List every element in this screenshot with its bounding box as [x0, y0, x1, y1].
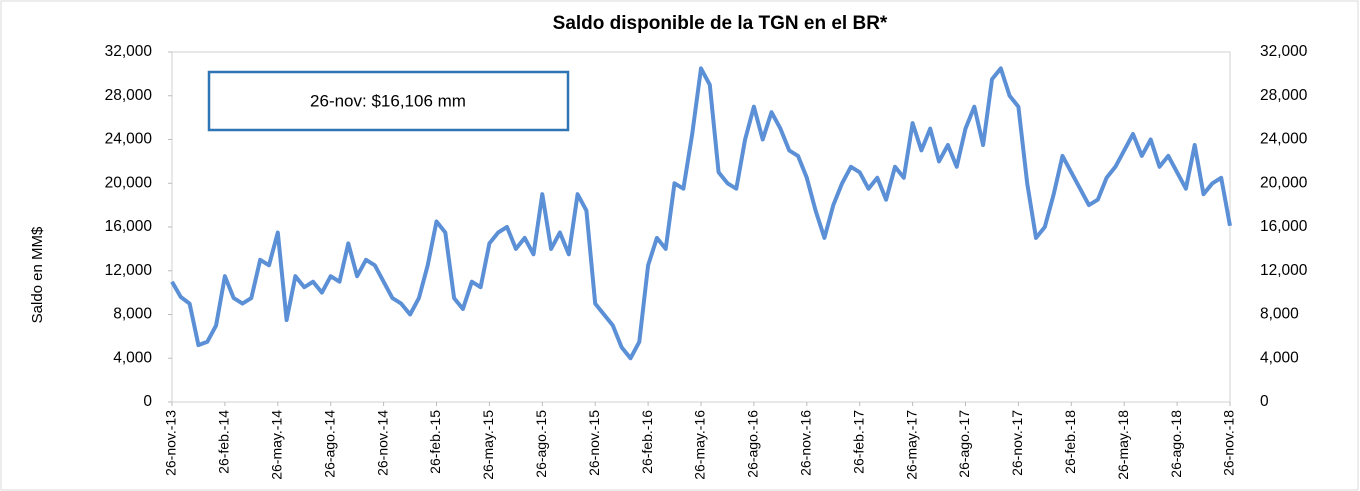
x-tick-label: 26-may.-16	[692, 410, 708, 480]
x-tick-label: 26-ago.-16	[745, 410, 761, 478]
x-tick-label: 26-ago.-18	[1168, 410, 1184, 478]
x-tick-label: 26-feb.-18	[1062, 410, 1078, 474]
x-tick-label: 26-nov.-15	[586, 410, 602, 476]
x-tick-label: 26-ago.-17	[956, 410, 972, 478]
x-tick-label: 26-nov.-14	[374, 410, 390, 476]
x-tick-label: 26-nov.-17	[1009, 410, 1025, 476]
x-tick-label: 26-feb.-14	[216, 410, 232, 474]
chart-title: Saldo disponible de la TGN en el BR*	[553, 13, 888, 34]
y2-tick-label: 32,000	[1260, 43, 1308, 60]
y-tick-label: 20,000	[105, 174, 153, 191]
y-tick-label: 8,000	[113, 306, 152, 323]
x-tick-label: 26-nov.-18	[1221, 410, 1237, 476]
y2-tick-label: 16,000	[1260, 218, 1308, 235]
y-tick-label: 24,000	[105, 131, 153, 148]
y2-tick-label: 0	[1260, 393, 1269, 410]
y-tick-label: 0	[143, 393, 152, 410]
y-tick-label: 32,000	[105, 43, 153, 60]
y2-tick-label: 8,000	[1260, 306, 1299, 323]
y-tick-label: 4,000	[113, 349, 152, 366]
x-tick-label: 26-ago.-14	[321, 410, 337, 478]
x-tick-label: 26-nov.-13	[163, 410, 179, 476]
y2-tick-label: 20,000	[1260, 174, 1308, 191]
y-axis-title: Saldo en MM$	[29, 226, 46, 323]
y2-tick-label: 28,000	[1260, 87, 1308, 104]
x-tick-label: 26-may.-15	[480, 410, 496, 480]
annotation: 26-nov: $16,106 mm	[310, 91, 466, 110]
x-tick-label: 26-feb.-15	[427, 410, 443, 474]
y2-tick-label: 24,000	[1260, 131, 1308, 148]
x-tick-label: 26-ago.-15	[533, 410, 549, 478]
y2-tick-label: 4,000	[1260, 349, 1299, 366]
y-tick-label: 12,000	[105, 262, 153, 279]
x-tick-label: 26-may.-18	[1115, 410, 1131, 480]
line-series	[170, 66, 1232, 361]
x-tick-label: 26-feb.-16	[639, 410, 655, 474]
x-tick-label: 26-nov.-16	[798, 410, 814, 476]
x-tick-label: 26-may.-17	[903, 410, 919, 480]
annotation-box	[207, 70, 570, 132]
y-tick-label: 16,000	[105, 218, 153, 235]
x-tick-label: 26-may.-14	[269, 410, 285, 480]
y-tick-label: 28,000	[105, 87, 153, 104]
x-tick-label: 26-feb.-17	[850, 410, 866, 474]
y2-tick-label: 12,000	[1260, 262, 1308, 279]
